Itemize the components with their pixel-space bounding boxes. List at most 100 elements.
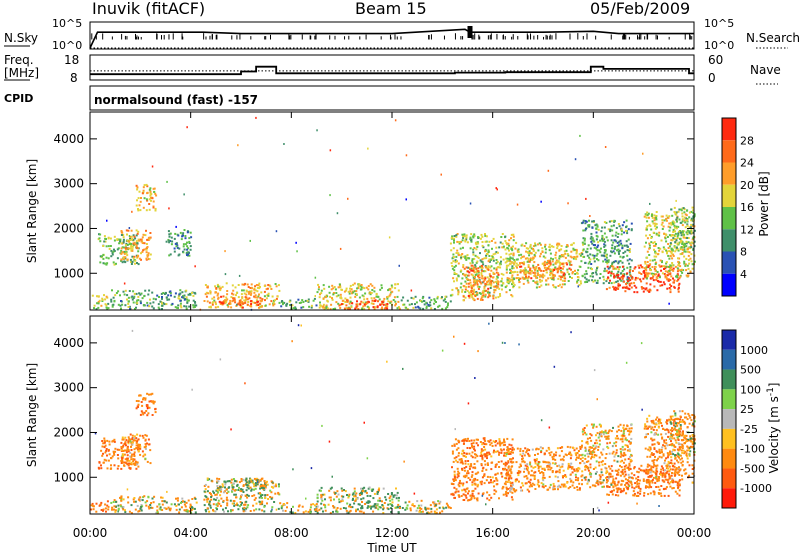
heatmap-cell bbox=[340, 487, 343, 490]
heatmap-cell bbox=[391, 286, 394, 289]
heatmap-cell bbox=[558, 471, 561, 474]
heatmap-cell bbox=[469, 238, 472, 241]
heatmap-cell bbox=[146, 404, 149, 407]
heatmap-cell bbox=[335, 510, 338, 513]
heatmap-cell bbox=[652, 279, 655, 282]
power-colorbar-swatch bbox=[722, 140, 736, 163]
heatmap-cell bbox=[217, 285, 220, 288]
heatmap-cell bbox=[692, 247, 695, 250]
heatmap-cell bbox=[433, 299, 436, 302]
heatmap-cell bbox=[173, 503, 176, 506]
heatmap-cell bbox=[170, 503, 173, 506]
heatmap-cell bbox=[458, 482, 461, 484]
heatmap-cell bbox=[483, 443, 486, 446]
heatmap-cell bbox=[258, 500, 261, 503]
heatmap-cell bbox=[486, 475, 489, 478]
heatmap-cell bbox=[494, 285, 497, 288]
heatmap-cell bbox=[563, 280, 566, 282]
heatmap-cell bbox=[676, 270, 679, 273]
heatmap-cell bbox=[472, 466, 475, 469]
heatmap-cell bbox=[453, 280, 455, 283]
heatmap-cell bbox=[523, 261, 526, 264]
heatmap-cell bbox=[322, 284, 325, 287]
heatmap-cell bbox=[558, 268, 561, 271]
heatmap-cell bbox=[475, 248, 478, 251]
heatmap-cell bbox=[183, 229, 186, 231]
heatmap-cell bbox=[652, 272, 655, 275]
heatmap-cell bbox=[490, 279, 493, 282]
heatmap-cell bbox=[655, 278, 658, 281]
heatmap-cell bbox=[107, 449, 110, 452]
heatmap-cell bbox=[182, 251, 185, 254]
heatmap-cell bbox=[542, 270, 545, 272]
heatmap-cell bbox=[682, 230, 685, 233]
heatmap-cell bbox=[552, 258, 554, 261]
heatmap-cell bbox=[342, 495, 345, 498]
heatmap-cell bbox=[469, 494, 472, 497]
heatmap-cell bbox=[691, 238, 694, 241]
heatmap-cell bbox=[480, 260, 483, 263]
heatmap-cell bbox=[363, 308, 366, 310]
heatmap-cell bbox=[518, 281, 521, 283]
heatmap-cell bbox=[659, 284, 662, 287]
power-colorbar-tick: 24 bbox=[740, 157, 754, 170]
heatmap-cell bbox=[576, 271, 578, 274]
heatmap-cell bbox=[604, 250, 607, 253]
heatmap-cell bbox=[684, 245, 687, 248]
heatmap-cell bbox=[472, 251, 475, 254]
heatmap-cell bbox=[630, 286, 633, 289]
heatmap-cell bbox=[504, 240, 507, 243]
heatmap-cell bbox=[430, 299, 433, 302]
heatmap-cell bbox=[472, 281, 475, 284]
heatmap-cell bbox=[125, 242, 128, 245]
heatmap-sparse-cell bbox=[577, 285, 579, 288]
heatmap-cell bbox=[122, 238, 125, 241]
heatmap-cell bbox=[509, 452, 512, 455]
heatmap-cell bbox=[270, 300, 273, 303]
heatmap-cell bbox=[139, 300, 142, 303]
heatmap-cell bbox=[190, 509, 193, 511]
heatmap-cell bbox=[613, 281, 616, 284]
heatmap-cell bbox=[104, 240, 107, 243]
heatmap-cell bbox=[476, 497, 479, 500]
heatmap-cell bbox=[457, 254, 460, 257]
heatmap-cell bbox=[139, 498, 142, 501]
heatmap-cell bbox=[173, 237, 176, 240]
heatmap-cell bbox=[332, 308, 335, 310]
heatmap-cell bbox=[550, 451, 553, 454]
heatmap-cell bbox=[114, 447, 117, 450]
heatmap-cell bbox=[361, 490, 364, 493]
heatmap-cell bbox=[578, 488, 581, 491]
heatmap-cell bbox=[114, 510, 117, 513]
heatmap-cell bbox=[429, 304, 432, 307]
heatmap-cell bbox=[564, 252, 567, 255]
heatmap-cell bbox=[542, 255, 545, 258]
heatmap-cell bbox=[658, 234, 661, 237]
heatmap-cell bbox=[353, 502, 356, 505]
heatmap-cell bbox=[525, 247, 528, 250]
heatmap-cell bbox=[628, 262, 631, 265]
heatmap-cell bbox=[607, 259, 610, 262]
heatmap-cell bbox=[530, 258, 533, 261]
heatmap-cell bbox=[338, 304, 341, 307]
heatmap-cell bbox=[336, 510, 339, 513]
heatmap-cell bbox=[614, 288, 617, 291]
heatmap-cell bbox=[522, 460, 525, 463]
heatmap-cell bbox=[120, 505, 123, 508]
heatmap-cell bbox=[475, 453, 478, 456]
heatmap-cell bbox=[587, 244, 590, 247]
heatmap-cell bbox=[257, 492, 260, 495]
heatmap-cell bbox=[167, 294, 170, 297]
heatmap-cell bbox=[371, 490, 374, 492]
heatmap-cell bbox=[578, 253, 581, 256]
heatmap-cell bbox=[657, 274, 660, 277]
heatmap-cell bbox=[120, 249, 123, 252]
heatmap-cell bbox=[127, 240, 130, 243]
power-colorbar-swatch bbox=[722, 251, 736, 274]
heatmap-cell bbox=[600, 254, 603, 257]
heatmap-cell bbox=[684, 213, 687, 216]
heatmap-cell bbox=[515, 277, 518, 280]
heatmap-cell bbox=[501, 475, 504, 478]
heatmap-cell bbox=[244, 299, 247, 302]
heatmap-cell bbox=[485, 235, 488, 238]
